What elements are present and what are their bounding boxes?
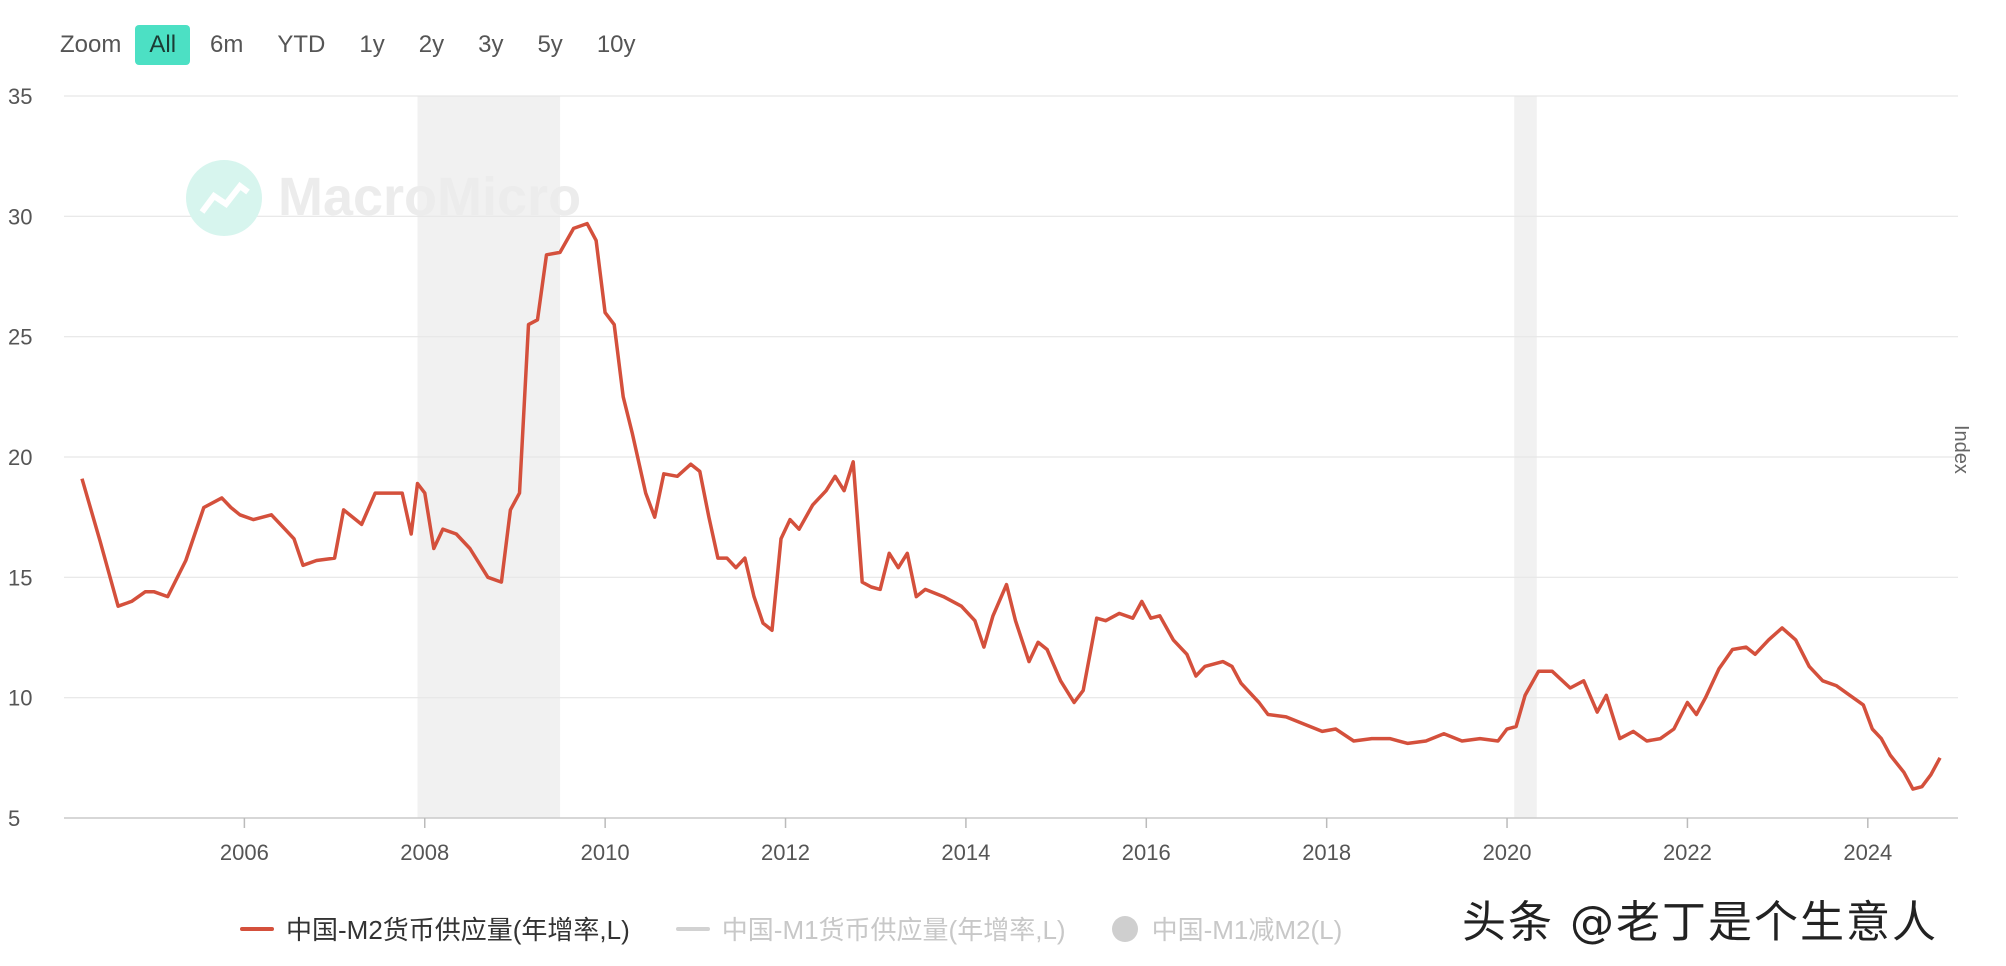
legend-label-m1-minus-m2: 中国-M1减M2(L): [1151, 915, 1343, 945]
legend-label-m1: 中国-M1货币供应量(年增率,L): [721, 915, 1066, 945]
watermark-logo: MacroMicro: [186, 160, 581, 236]
y-tick-label-35: 35: [8, 84, 32, 109]
y-axis: 5 10 15 20 25 30 35: [8, 84, 32, 831]
zoom-button-3y[interactable]: 3y: [478, 31, 504, 58]
x-tick-label-2014: 2014: [941, 840, 990, 865]
x-tick-label-2016: 2016: [1122, 840, 1171, 865]
x-axis: 2006 2008 2010 2012 2014 2016 2018 2020 2022 2024: [220, 818, 1892, 865]
zoom-button-6m[interactable]: 6m: [210, 31, 244, 58]
footer-watermark: 头条 @老丁是个生意人: [1462, 897, 1938, 948]
y-tick-label-5: 5: [8, 806, 20, 831]
m2-series-line[interactable]: [80, 221, 1942, 791]
legend-item-m1-minus-m2[interactable]: 中国-M1减M2(L): [1111, 910, 1343, 947]
zoom-button-10y[interactable]: 10y: [596, 31, 636, 58]
zoom-button-5y[interactable]: 5y: [537, 31, 563, 58]
x-tick-label-2008: 2008: [400, 840, 449, 865]
legend-item-m1[interactable]: 中国-M1货币供应量(年增率,L): [675, 910, 1066, 947]
x-tick-label-2006: 2006: [220, 840, 269, 865]
legend-swatch-m1-minus-m2: [1111, 915, 1138, 942]
legend-item-m2[interactable]: 中国-M2货币供应量(年增率,L): [240, 910, 630, 947]
x-tick-label-2022: 2022: [1663, 840, 1712, 865]
zoom-label: Zoom: [60, 31, 122, 58]
m2-series-points: [80, 222, 1942, 792]
x-tick-label-2018: 2018: [1302, 840, 1351, 865]
y-tick-label-20: 20: [8, 445, 32, 470]
legend-swatch-m2: [240, 926, 274, 931]
y-tick-label-10: 10: [8, 686, 32, 711]
y-axis-title: Index: [1950, 425, 1972, 474]
x-tick-label-2020: 2020: [1483, 840, 1532, 865]
zoom-button-ytd[interactable]: YTD: [277, 31, 326, 58]
watermark-logo-icon: [186, 160, 262, 236]
legend-swatch-m1: [675, 926, 710, 931]
zoom-button-all[interactable]: All: [135, 25, 191, 65]
x-tick-label-2010: 2010: [581, 840, 630, 865]
zoom-toolbar: Zoom All 6m YTD 1y 2y 3y 5y 10y: [60, 22, 656, 68]
legend-label-m2: 中国-M2货币供应量(年增率,L): [286, 915, 630, 945]
legend: 中国-M2货币供应量(年增率,L) 中国-M1货币供应量(年增率,L) 中国-M…: [240, 910, 1388, 947]
y-tick-label-30: 30: [8, 204, 32, 229]
y-tick-label-25: 25: [8, 325, 32, 350]
watermark-text: MacroMicro: [278, 167, 581, 227]
x-tick-label-2024: 2024: [1843, 840, 1892, 865]
zoom-button-2y[interactable]: 2y: [418, 31, 445, 58]
y-tick-label-15: 15: [8, 565, 32, 590]
watermark-logo-mark: [199, 181, 250, 214]
grid-lines: [64, 95, 1958, 819]
x-tick-label-2012: 2012: [761, 840, 810, 865]
zoom-button-1y[interactable]: 1y: [359, 31, 385, 58]
